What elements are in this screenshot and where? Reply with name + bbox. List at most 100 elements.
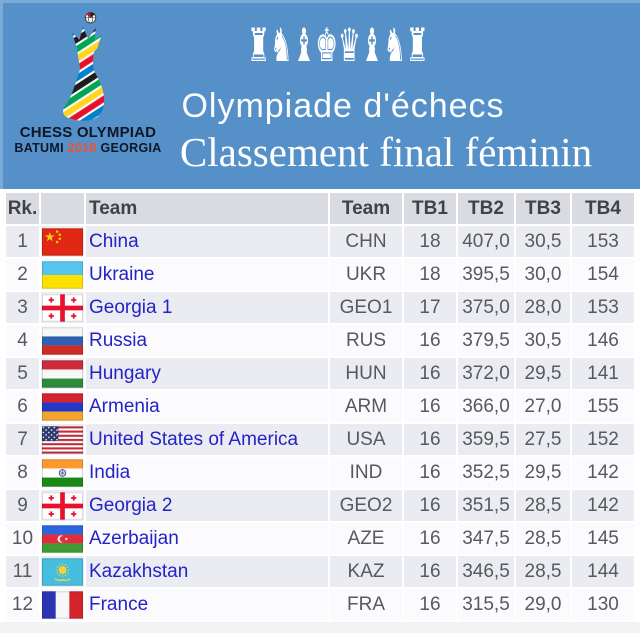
team-link[interactable]: Georgia 2 [89, 494, 173, 516]
team-code-cell: USA [330, 424, 404, 457]
team-link[interactable]: France [89, 593, 149, 615]
tb2-cell: 407,0 [458, 226, 516, 259]
col-rank: Rk. [6, 193, 41, 226]
rank-cell: 4 [6, 325, 41, 358]
tb2-cell: 346,5 [458, 556, 516, 589]
flag-cell [41, 325, 86, 358]
table-row: 3 Georgia 1 GEO1 17 375,0 28,0 153 [6, 292, 634, 325]
team-code-cell: AZE [330, 523, 404, 556]
standings-table: Rk. Team Team TB1 TB2 TB3 TB4 1 China CH… [6, 193, 634, 622]
flag-cell [41, 490, 86, 523]
team-code-cell: CHN [330, 226, 404, 259]
team-code-cell: ARM [330, 391, 404, 424]
rank-cell: 12 [6, 589, 41, 622]
team-name-cell: Hungary [86, 358, 330, 391]
team-name-cell: Armenia [86, 391, 330, 424]
table-row: 6 Armenia ARM 16 366,0 27,0 155 [6, 391, 634, 424]
tb3-cell: 27,5 [516, 424, 572, 457]
team-code-cell: GEO1 [330, 292, 404, 325]
tb4-cell: 141 [572, 358, 634, 391]
team-code-cell: KAZ [330, 556, 404, 589]
col-flag [41, 193, 86, 226]
team-link[interactable]: China [89, 230, 139, 252]
team-link[interactable]: Azerbaijan [89, 527, 179, 549]
team-code-cell: UKR [330, 259, 404, 292]
tb1-cell: 16 [404, 391, 458, 424]
tb4-cell: 153 [572, 292, 634, 325]
team-link[interactable]: Ukraine [89, 263, 155, 285]
table-row: 5 Hungary HUN 16 372,0 29,5 141 [6, 358, 634, 391]
flag-cell [41, 589, 86, 622]
team-link[interactable]: United States of America [89, 428, 299, 450]
col-tb1: TB1 [404, 193, 458, 226]
tb3-cell: 28,0 [516, 292, 572, 325]
tb1-cell: 16 [404, 556, 458, 589]
rank-cell: 3 [6, 292, 41, 325]
team-link[interactable]: Hungary [89, 362, 161, 384]
banner-table-gap [0, 189, 640, 193]
tb4-cell: 144 [572, 556, 634, 589]
flag-azerbaijan-icon [42, 524, 83, 553]
tb1-cell: 16 [404, 523, 458, 556]
flag-china-icon [42, 227, 83, 256]
logo-year: 2018 [67, 141, 97, 155]
page-subtitle: Classement final féminin [179, 129, 593, 175]
col-team-name: Team [86, 193, 330, 226]
table-row: 7 United States of America USA 16 359,5 … [6, 424, 634, 457]
flag-cell [41, 358, 86, 391]
tb3-cell: 29,5 [516, 358, 572, 391]
flag-france-icon [42, 590, 83, 619]
header-row: Rk. Team Team TB1 TB2 TB3 TB4 [6, 193, 634, 226]
tb2-cell: 372,0 [458, 358, 516, 391]
team-name-cell: Ukraine [86, 259, 330, 292]
col-team-code: Team [330, 193, 404, 226]
col-tb2: TB2 [458, 193, 516, 226]
rank-cell: 11 [6, 556, 41, 589]
tb4-cell: 152 [572, 424, 634, 457]
team-name-cell: United States of America [86, 424, 330, 457]
tb1-cell: 16 [404, 325, 458, 358]
team-name-cell: India [86, 457, 330, 490]
team-link[interactable]: Russia [89, 329, 148, 351]
tb3-cell: 28,5 [516, 523, 572, 556]
team-code-cell: IND [330, 457, 404, 490]
team-code-cell: GEO2 [330, 490, 404, 523]
team-link[interactable]: Armenia [89, 395, 160, 417]
col-tb4: TB4 [572, 193, 634, 226]
tb1-cell: 16 [404, 490, 458, 523]
tb4-cell: 153 [572, 226, 634, 259]
tb4-cell: 142 [572, 490, 634, 523]
team-link[interactable]: Kazakhstan [89, 560, 189, 582]
rank-cell: 5 [6, 358, 41, 391]
team-link[interactable]: Georgia 1 [89, 296, 173, 318]
flag-kazakhstan-icon [42, 557, 83, 586]
team-link[interactable]: India [89, 461, 131, 483]
tb4-cell: 154 [572, 259, 634, 292]
table-row: 11 Kazakhstan KAZ 16 346,5 28,5 144 [6, 556, 634, 589]
team-name-cell: Russia [86, 325, 330, 358]
rank-cell: 6 [6, 391, 41, 424]
flag-cell [41, 391, 86, 424]
table-row: 8 India IND 16 352,5 29,5 142 [6, 457, 634, 490]
tb2-cell: 375,0 [458, 292, 516, 325]
tb4-cell: 142 [572, 457, 634, 490]
tb3-cell: 30,5 [516, 226, 572, 259]
rank-cell: 10 [6, 523, 41, 556]
tb4-cell: 146 [572, 325, 634, 358]
chess-pieces-icon: ♜♞♝♚♛♝♞♜ [247, 18, 429, 72]
tb3-cell: 30,5 [516, 325, 572, 358]
flag-ukraine-icon [42, 260, 83, 289]
tb3-cell: 29,0 [516, 589, 572, 622]
flag-cell [41, 556, 86, 589]
tb2-cell: 351,5 [458, 490, 516, 523]
tb1-cell: 18 [404, 259, 458, 292]
flag-cell [41, 259, 86, 292]
tb2-cell: 366,0 [458, 391, 516, 424]
tb1-cell: 16 [404, 358, 458, 391]
flag-cell [41, 523, 86, 556]
tb1-cell: 18 [404, 226, 458, 259]
chess-olympiad-logo: CHESS OLYMPIAD BATUMI 2018 GEORGIA [13, 11, 163, 155]
rank-cell: 7 [6, 424, 41, 457]
rank-cell: 9 [6, 490, 41, 523]
logo-country: GEORGIA [100, 141, 162, 155]
